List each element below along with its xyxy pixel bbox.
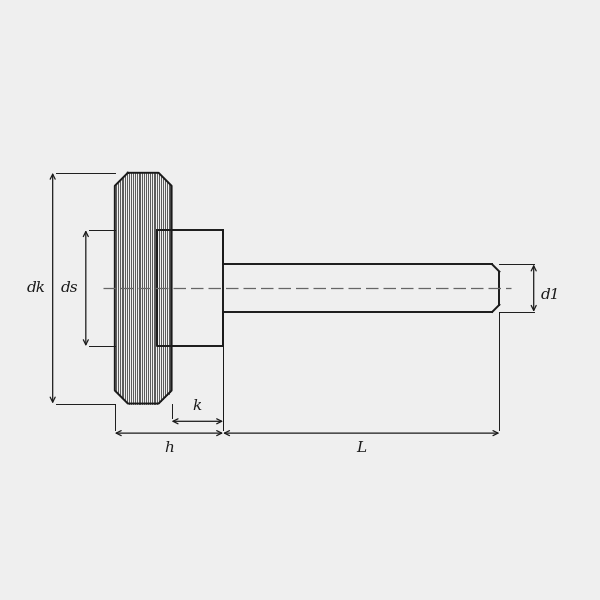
Text: d1: d1 — [541, 288, 560, 302]
Text: L: L — [356, 441, 366, 455]
Text: ds: ds — [61, 281, 78, 295]
Text: h: h — [164, 441, 174, 455]
Text: dk: dk — [26, 281, 46, 295]
Text: k: k — [193, 400, 202, 413]
